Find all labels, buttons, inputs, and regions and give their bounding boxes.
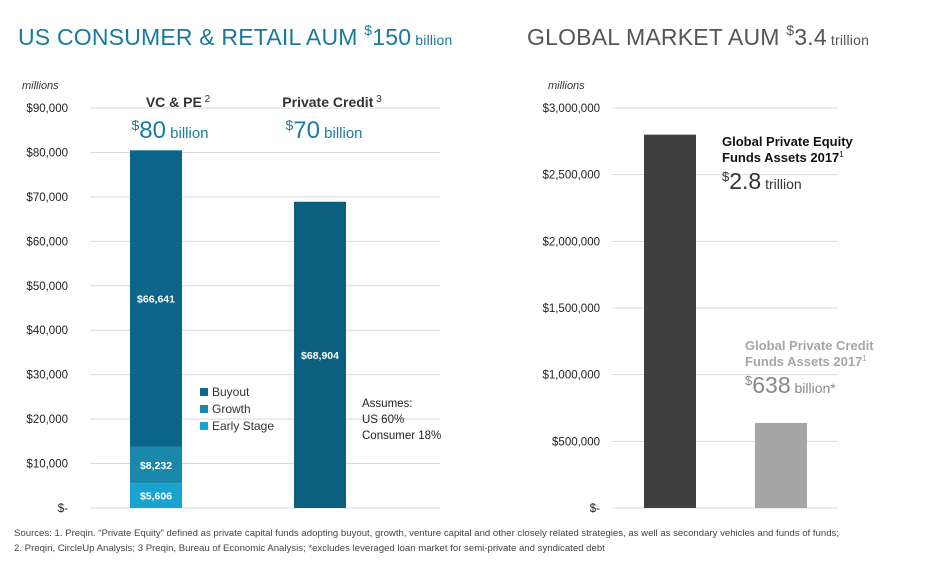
legend-swatch [200,388,208,396]
right-title-value: 3.4 [794,24,827,50]
y-tick-label: $3,000,000 [542,103,600,115]
annotation-value-currency: $ [745,373,753,388]
y-tick-label: $- [58,503,68,515]
category-total-unit: billion [166,125,209,142]
annotation-value-number: 2.8 [729,168,761,194]
bar-buyout [130,150,182,447]
annotation-value: $2.8 trillion [722,168,802,194]
category-footnote-ref: 3 [373,94,382,105]
legend-label: Early Stage [212,419,274,433]
y-tick-label: $2,500,000 [542,170,600,182]
bar-private-credit [294,201,346,508]
left-chart-title: US CONSUMER & RETAIL AUM $150 billion [18,22,453,51]
category-total-value: 70 [293,117,320,144]
right-title-currency: $ [786,22,795,38]
bar-global-private-credit [755,422,807,508]
annotation-line1: Global Private Credit [745,338,874,353]
annotation-value-number: 638 [752,372,790,398]
annotation-line2-text: Funds Assets 2017 [722,150,839,165]
assumption-note: Consumer 18% [362,430,441,442]
y-tick-label: $60,000 [26,236,68,248]
bar-early-stage [130,483,182,508]
right-chart-title: GLOBAL MARKET AUM $3.4 trillion [527,22,869,51]
legend-swatch [200,405,208,413]
category-total-currency: $ [285,117,293,133]
y-tick-label: $- [590,503,600,515]
us-consumer-retail-chart: $- $10,000 $20,000 $30,000 $40,000 $50,000 $60… [26,94,441,515]
footnote-line-2: 2. Preqin, CircleUp Analysis; 3 Preqin, … [14,543,605,554]
annotation-value-unit: billion* [791,380,837,396]
left-title-unit: billion [411,32,453,48]
annotation-line2-text: Funds Assets 2017 [745,354,862,369]
annotation-value: $638 billion* [745,372,836,398]
legend-label: Growth [212,402,251,416]
y-tick-label: $500,000 [552,436,600,448]
y-tick-label: $80,000 [26,147,68,159]
category-header: VC & PE 2 [146,94,211,110]
y-tick-label: $10,000 [26,459,68,471]
sources-footnote: Sources: 1. Preqin. “Private Equity” def… [14,526,914,556]
global-market-chart: $- $500,000 $1,000,000 $1,500,000 $2,000,000… [542,103,874,515]
category-header: Private Credit 3 [282,94,382,110]
category-footnote-ref: 2 [202,94,211,105]
bar-growth [130,446,182,484]
annotation-footnote-ref: 1 [839,150,844,159]
right-title-unit: trillion [826,32,870,48]
category-total-unit: billion [320,125,363,142]
y-tick-label: $1,500,000 [542,303,600,315]
bar-value-label: $66,641 [137,293,175,305]
legend-label: Buyout [212,385,250,399]
category-name: VC & PE [146,94,202,110]
left-title-currency: $ [364,22,373,38]
category-total: $80 billion [131,117,208,144]
assumption-note: Assumes: [362,398,413,410]
category-total-value: 80 [139,117,166,144]
y-tick-label: $50,000 [26,281,68,293]
category-name: Private Credit [282,94,373,110]
annotation-value-unit: trillion [761,176,801,192]
right-title-text: GLOBAL MARKET AUM [527,24,787,50]
bar-global-private-equity [644,134,696,508]
bar-value-label: $5,606 [140,491,172,503]
y-tick-label: $40,000 [26,325,68,337]
y-tick-label: $20,000 [26,414,68,426]
y-tick-label: $90,000 [26,103,68,115]
left-title-value: 150 [372,24,412,50]
category-total-currency: $ [131,117,139,133]
left-title-text: US CONSUMER & RETAIL AUM [18,24,365,50]
annotation-line1: Global Private Equity [722,134,854,149]
annotation-footnote-ref: 1 [862,354,867,363]
assumption-note: US 60% [362,414,404,426]
left-units-label: millions [22,80,59,92]
category-total: $70 billion [285,117,362,144]
y-tick-label: $70,000 [26,192,68,204]
y-tick-label: $30,000 [26,370,68,382]
legend-swatch [200,422,208,430]
y-tick-label: $2,000,000 [542,236,600,248]
footnote-line-1: Sources: 1. Preqin. “Private Equity” def… [14,528,839,539]
annotation-line2: Funds Assets 20171 [745,354,867,369]
y-tick-label: $1,000,000 [542,370,600,382]
bar-value-label: $68,904 [301,350,339,362]
annotation-line2: Funds Assets 20171 [722,150,844,165]
annotation-value-currency: $ [722,169,730,184]
right-units-label: millions [548,80,585,92]
bar-value-label: $8,232 [140,460,172,472]
